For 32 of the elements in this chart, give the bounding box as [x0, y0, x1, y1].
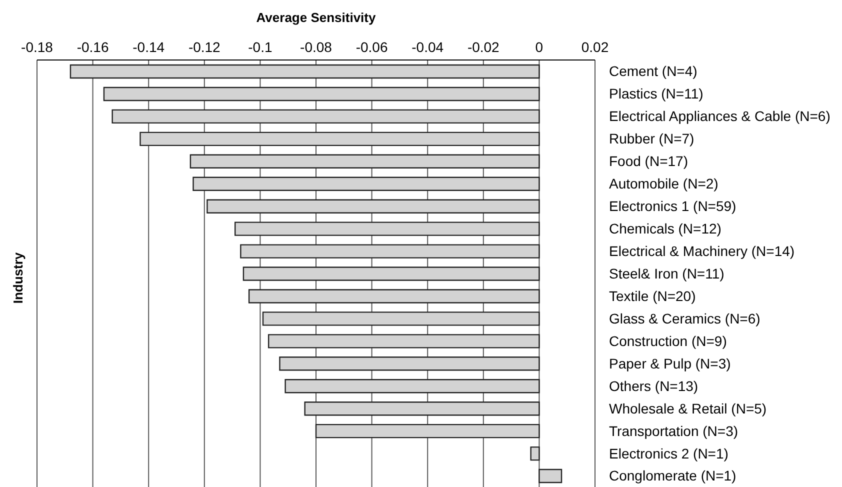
y-tick-label: Electronics 2 (N=1) — [609, 445, 728, 462]
x-tick-label: 0 — [535, 39, 544, 55]
y-tick-label: Automobile (N=2) — [609, 176, 718, 192]
x-axis-title: Average Sensitivity — [256, 10, 376, 25]
y-tick-label: Conglomerate (N=1) — [609, 468, 736, 484]
y-tick-label: Food (N=17) — [609, 153, 688, 170]
y-tick-label: Construction (N=9) — [609, 332, 727, 349]
y-tick-label: Transportation (N=3) — [609, 422, 738, 439]
y-tick-label: Rubber (N=7) — [609, 130, 694, 147]
x-tick-label: -0.1 — [248, 39, 272, 55]
x-tick-label: 0.02 — [581, 39, 609, 55]
x-tick-label: -0.04 — [412, 39, 444, 55]
y-tick-label: Textile (N=20) — [609, 288, 696, 304]
y-tick-label: Electronics 1 (N=59) — [609, 198, 736, 214]
y-tick-label: Glass & Ceramics (N=6) — [609, 310, 760, 326]
y-tick-label: Chemicals (N=12) — [609, 220, 722, 237]
x-tick-label: -0.12 — [188, 39, 221, 55]
y-axis-title: Industry — [10, 252, 26, 304]
x-tick-label: -0.06 — [356, 39, 388, 55]
x-tick-label: -0.02 — [467, 39, 500, 55]
x-tick-label: -0.14 — [132, 39, 165, 55]
y-tick-label: Electrical & Machinery (N=14) — [609, 242, 795, 259]
y-tick-label: Steel& Iron (N=11) — [609, 265, 724, 282]
y-tick-label: Cement (N=4) — [609, 63, 698, 80]
x-tick-label: -0.16 — [76, 39, 109, 55]
y-tick-label: Others (N=13) — [609, 378, 698, 394]
y-tick-label: Plastics (N=11) — [609, 86, 704, 102]
y-tick-label: Paper & Pulp (N=3) — [609, 355, 731, 372]
y-tick-label: Wholesale & Retail (N=5) — [609, 400, 767, 416]
y-tick-label: Electrical Appliances & Cable (N=6) — [609, 108, 830, 124]
x-tick-label: -0.18 — [21, 39, 54, 55]
x-tick-label: -0.08 — [300, 39, 332, 55]
